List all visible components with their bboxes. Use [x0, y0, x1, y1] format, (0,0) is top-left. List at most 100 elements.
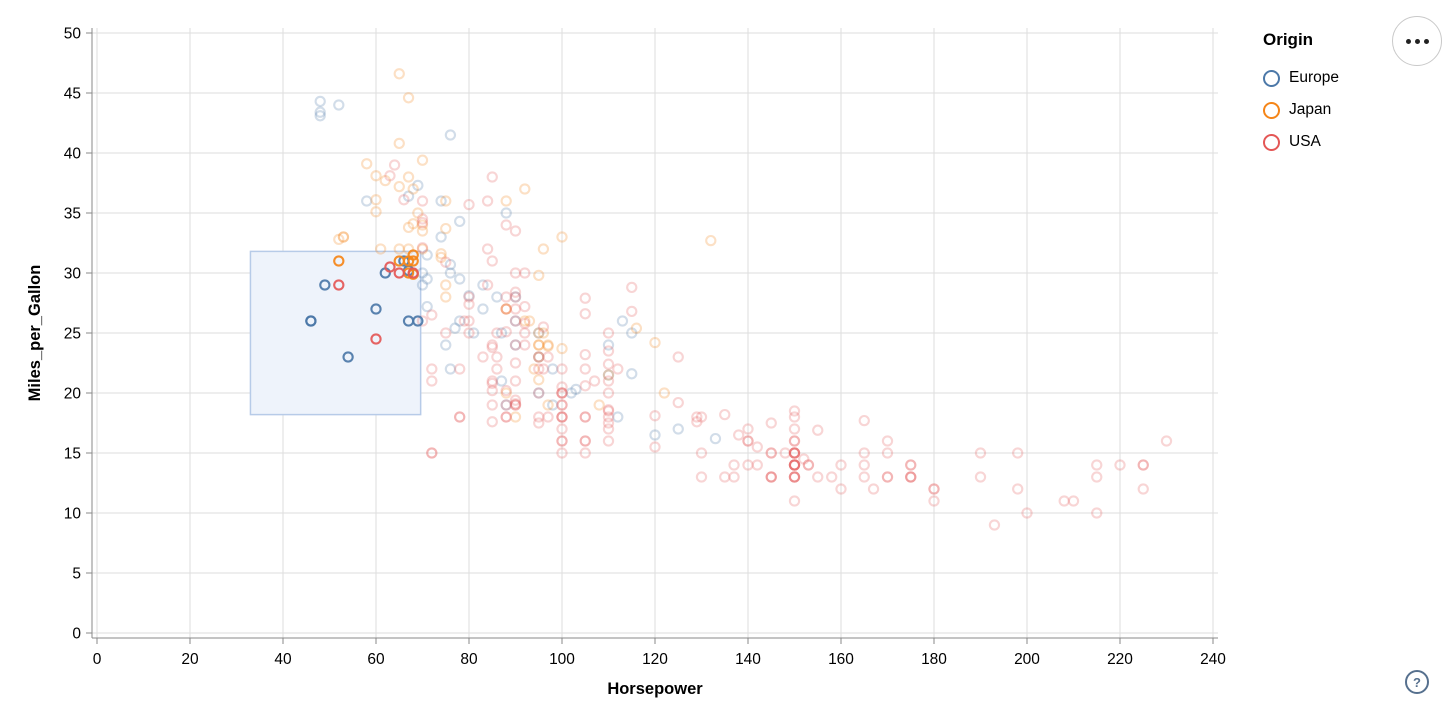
- data-point: [393, 243, 405, 255]
- data-point: [695, 411, 708, 423]
- data-point: [556, 387, 568, 399]
- data-point: [556, 447, 568, 459]
- data-point: [649, 410, 661, 422]
- data-point: [672, 351, 684, 363]
- legend-item-label: Japan: [1289, 101, 1332, 118]
- x-axis-tick-label: 20: [181, 651, 199, 668]
- data-point: [802, 459, 815, 471]
- data-point: [649, 336, 661, 349]
- data-point: [579, 380, 591, 392]
- data-point: [435, 195, 447, 207]
- data-point: [728, 471, 740, 483]
- data-point: [333, 255, 345, 267]
- legend-symbol-circle: [1263, 69, 1280, 87]
- data-point: [719, 408, 731, 421]
- data-point: [695, 447, 708, 459]
- data-point: [393, 180, 405, 193]
- data-point: [440, 222, 452, 235]
- data-point: [509, 398, 522, 410]
- data-point: [509, 375, 522, 387]
- data-point: [519, 317, 531, 330]
- options-menu-button[interactable]: [1392, 16, 1442, 66]
- legend-item-usa[interactable]: USA: [1263, 126, 1339, 158]
- data-point: [858, 447, 870, 459]
- data-point: [881, 471, 894, 483]
- data-point: [435, 251, 447, 264]
- data-point: [1137, 459, 1149, 471]
- data-point: [542, 411, 554, 423]
- data-point: [1137, 459, 1149, 471]
- data-point: [988, 519, 1001, 531]
- data-point: [626, 368, 638, 380]
- data-point: [858, 414, 870, 427]
- data-point: [533, 411, 545, 423]
- x-axis-tick-label: 240: [1200, 651, 1226, 668]
- data-point: [486, 339, 498, 351]
- data-point: [788, 495, 801, 507]
- data-point: [444, 129, 457, 141]
- data-point: [509, 339, 522, 351]
- data-point: [402, 221, 415, 234]
- data-point: [393, 137, 405, 150]
- data-point: [523, 315, 536, 327]
- data-point: [467, 327, 480, 339]
- data-point: [788, 471, 801, 483]
- data-point: [435, 231, 447, 243]
- data-point: [788, 447, 801, 459]
- data-point: [509, 315, 522, 327]
- data-point: [398, 194, 410, 206]
- y-axis-tick-label: 10: [64, 506, 82, 523]
- data-point: [491, 351, 503, 363]
- data-point: [556, 387, 568, 399]
- data-point: [602, 411, 615, 423]
- legend-item-japan[interactable]: Japan: [1263, 94, 1339, 126]
- data-point: [500, 399, 512, 411]
- data-point: [602, 405, 615, 417]
- data-point: [533, 327, 545, 339]
- data-point: [788, 459, 801, 471]
- data-point: [495, 375, 508, 387]
- data-point: [1160, 435, 1173, 447]
- data-point: [928, 495, 940, 507]
- brush-selection[interactable]: [249, 250, 422, 416]
- data-point: [305, 315, 317, 327]
- data-point: [495, 327, 508, 339]
- data-point: [519, 339, 531, 351]
- data-point: [867, 483, 880, 495]
- data-point: [440, 279, 452, 291]
- data-point: [426, 375, 438, 387]
- data-point: [486, 384, 498, 397]
- data-point: [602, 435, 615, 447]
- data-point: [361, 158, 373, 170]
- data-point: [593, 399, 605, 411]
- x-axis-tick-label: 60: [367, 651, 385, 668]
- data-point: [509, 399, 522, 411]
- data-point: [454, 363, 466, 375]
- data-point: [416, 213, 429, 225]
- data-point: [658, 387, 670, 399]
- data-point: [426, 447, 438, 459]
- data-point: [500, 411, 512, 423]
- data-point: [533, 363, 545, 375]
- data-point: [881, 471, 894, 483]
- data-point: [788, 447, 801, 459]
- data-point: [421, 273, 433, 285]
- data-point: [579, 308, 591, 320]
- data-point: [444, 267, 457, 279]
- data-point: [421, 249, 433, 261]
- data-point: [500, 387, 512, 399]
- data-point: [765, 447, 777, 459]
- data-point: [426, 447, 438, 459]
- help-icon[interactable]: ?: [1405, 670, 1429, 694]
- data-point: [486, 375, 498, 387]
- x-axis-tick-label: 100: [549, 651, 575, 668]
- data-point: [672, 423, 684, 435]
- data-point: [1091, 507, 1103, 519]
- data-point: [556, 411, 568, 423]
- legend-item-europe[interactable]: Europe: [1263, 62, 1339, 94]
- data-point: [928, 483, 940, 495]
- data-point: [691, 411, 703, 423]
- data-point: [402, 92, 415, 104]
- data-point: [412, 179, 424, 192]
